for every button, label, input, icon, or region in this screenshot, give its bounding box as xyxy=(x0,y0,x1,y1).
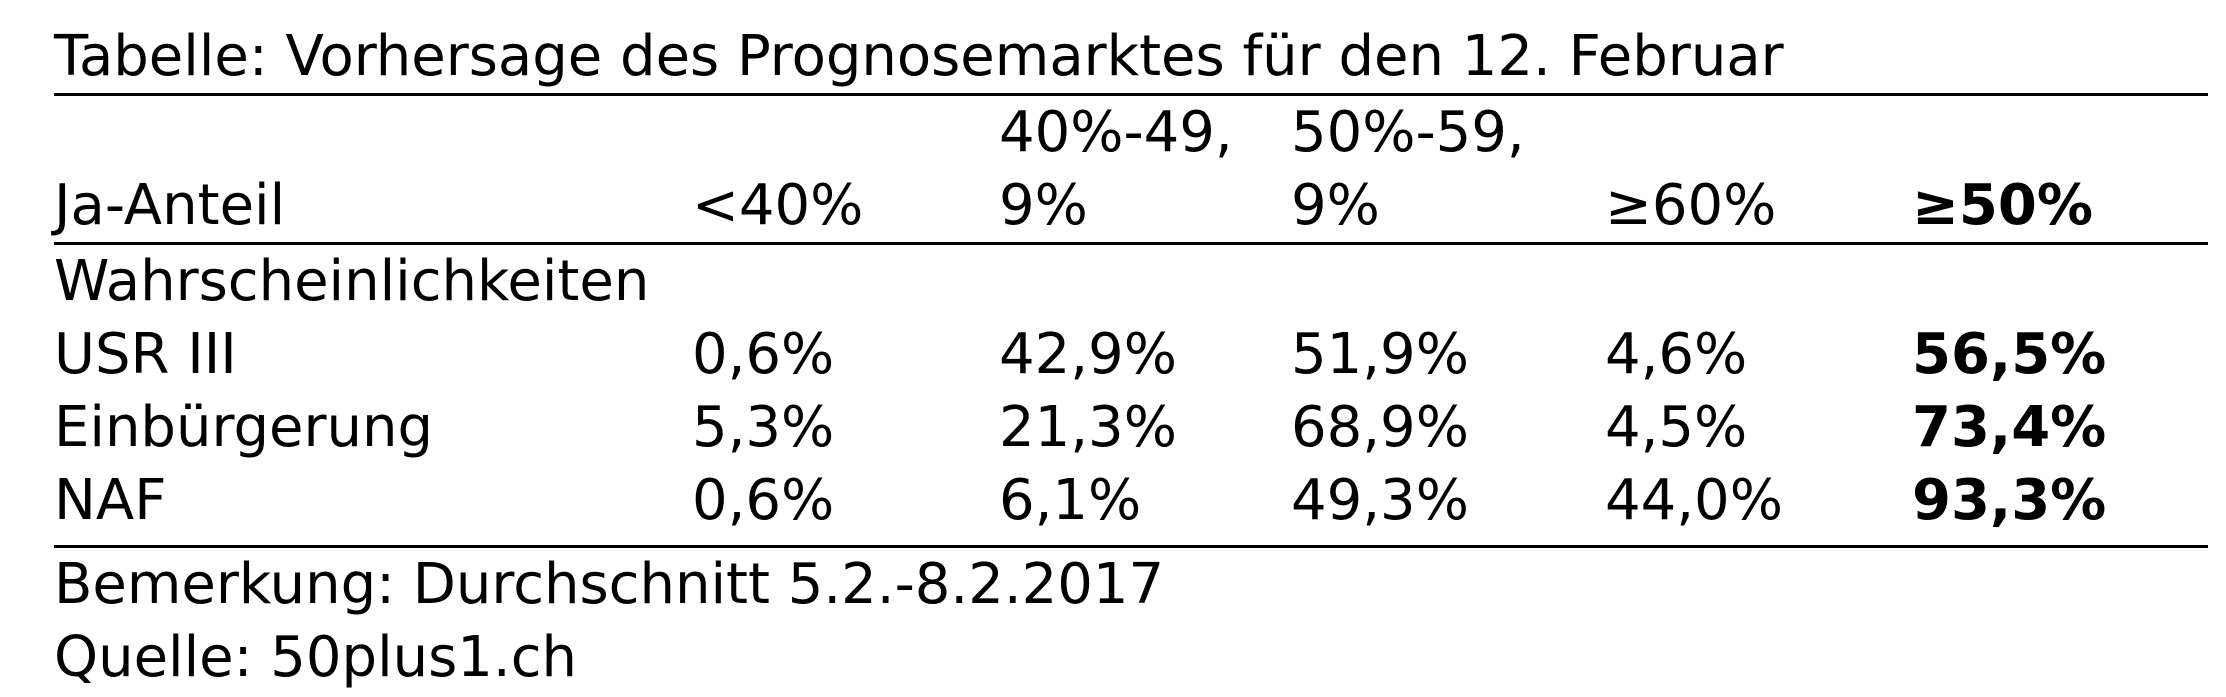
cell-40-49: 42,9% xyxy=(999,322,1177,387)
remark-note: Bemerkung: Durchschnitt 5.2.-8.2.2017 xyxy=(54,552,1165,617)
cell-50-59: 68,9% xyxy=(1291,395,1469,460)
figure-content: Tabelle: Vorhersage des Prognosemarktes … xyxy=(54,20,2208,694)
source-note: Quelle: 50plus1.ch xyxy=(54,625,578,690)
header-lt40: <40% xyxy=(692,96,999,245)
section-label: Wahrscheinlichkeiten xyxy=(54,249,650,314)
header-ge50: ≥50% xyxy=(1912,96,2208,245)
header-row: Ja-Anteil <40% 40%-49, 9% 50%-59, 9% ≥60… xyxy=(54,96,2208,245)
row-label: NAF xyxy=(54,464,692,548)
cell-lt40: 0,6% xyxy=(692,322,835,387)
header-ge60: ≥60% xyxy=(1605,96,1912,245)
cell-ge60: 4,5% xyxy=(1605,395,1748,460)
row-label: Einbürgerung xyxy=(54,395,434,460)
header-50-59-9: 50%-59, 9% xyxy=(1291,96,1605,245)
cell-ge60: 44,0% xyxy=(1605,464,1912,548)
forecast-table: Ja-Anteil <40% 40%-49, 9% 50%-59, 9% ≥60… xyxy=(54,96,2208,548)
header-40-49-9: 40%-49, 9% xyxy=(999,96,1291,245)
header-ja-anteil: Ja-Anteil xyxy=(54,96,692,245)
cell-ge60: 4,6% xyxy=(1605,322,1748,387)
cell-50-59: 49,3% xyxy=(1291,464,1605,548)
cell-50-59: 51,9% xyxy=(1291,322,1469,387)
cell-ge50: 93,3% xyxy=(1912,464,2208,548)
cell-lt40: 0,6% xyxy=(692,464,999,548)
cell-40-49: 6,1% xyxy=(999,464,1291,548)
row-label: USR III xyxy=(54,322,237,387)
table-row-usr-iii: USR III 0,6% 42,9% 51,9% 4,6% 56,5% xyxy=(54,318,2208,391)
section-row: Wahrscheinlichkeiten xyxy=(54,244,2208,319)
table-row-naf: NAF 0,6% 6,1% 49,3% 44,0% 93,3% xyxy=(54,464,2208,548)
cell-lt40: 5,3% xyxy=(692,395,835,460)
cell-ge50: 56,5% xyxy=(1912,322,2107,387)
table-row-einbuergerung: Einbürgerung 5,3% 21,3% 68,9% 4,5% 73,4% xyxy=(54,391,2208,464)
cell-ge50: 73,4% xyxy=(1912,395,2107,460)
table-title: Tabelle: Vorhersage des Prognosemarktes … xyxy=(54,20,2208,96)
cell-40-49: 21,3% xyxy=(999,395,1177,460)
